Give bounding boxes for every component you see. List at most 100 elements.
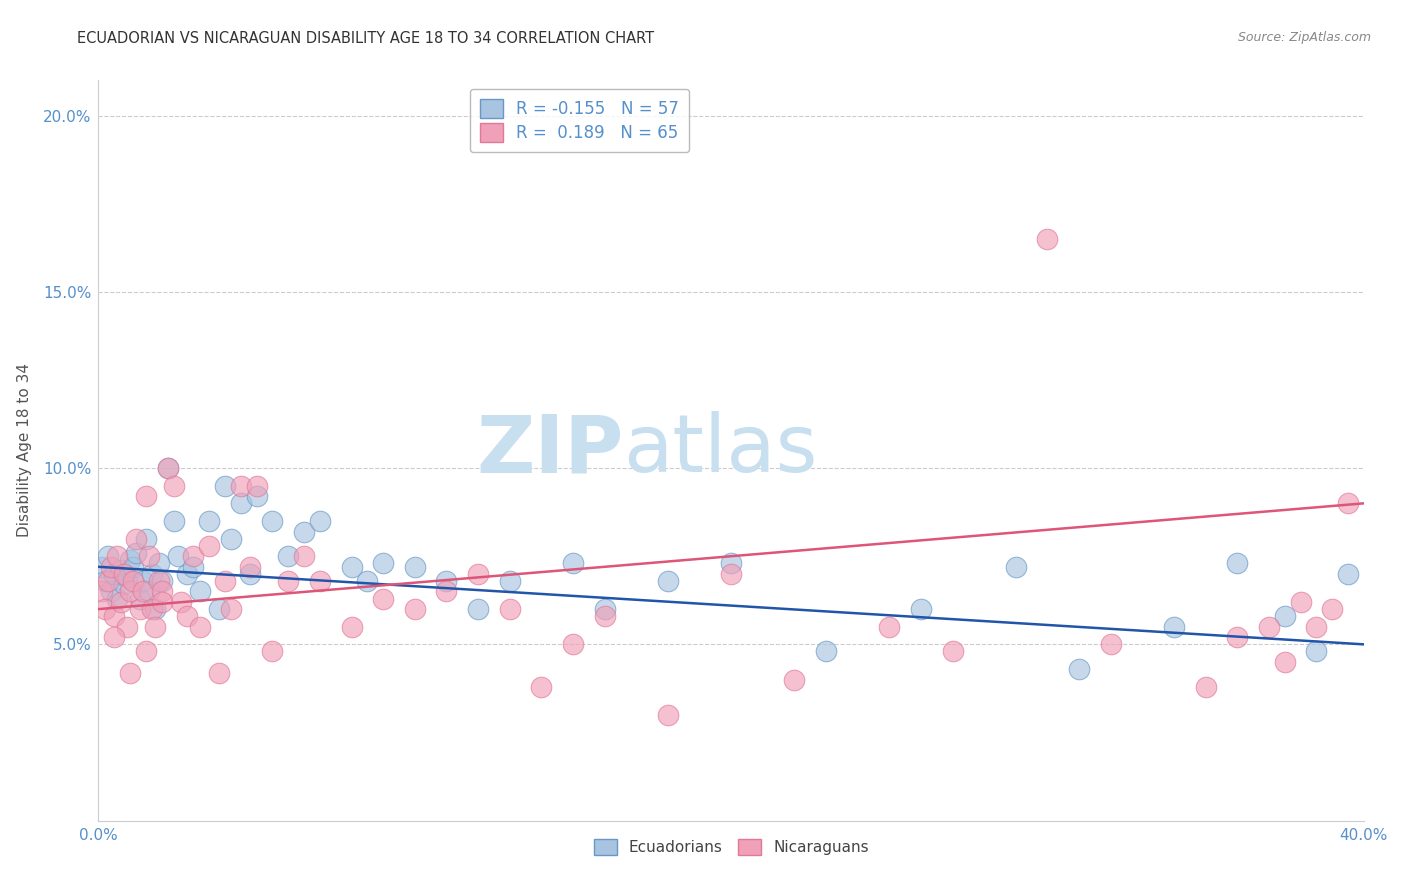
Point (720, 556, 742, 570)
Text: Source: ZipAtlas.com: Source: ZipAtlas.com (1237, 31, 1371, 45)
Point (145, 602, 166, 616)
Point (1305, 644, 1327, 658)
Point (176, 609, 198, 624)
Point (120, 665, 141, 680)
Point (169, 595, 191, 609)
Point (150, 574, 173, 588)
Point (145, 620, 166, 634)
Point (1194, 680, 1216, 694)
Point (229, 496, 252, 510)
Point (1337, 496, 1360, 510)
Point (1036, 232, 1059, 246)
Point (97, 549, 120, 564)
Point (135, 644, 157, 658)
Point (100, 584, 122, 599)
Point (107, 591, 129, 606)
Point (246, 479, 269, 493)
Point (112, 577, 135, 591)
Point (128, 602, 150, 616)
Point (1337, 566, 1360, 581)
Point (1099, 637, 1122, 651)
Point (309, 514, 332, 528)
Point (141, 566, 163, 581)
Point (183, 549, 205, 564)
Point (157, 461, 180, 475)
Point (157, 461, 180, 475)
Text: ECUADORIAN VS NICARAGUAN DISABILITY AGE 18 TO 34 CORRELATION CHART: ECUADORIAN VS NICARAGUAN DISABILITY AGE … (77, 31, 654, 46)
Point (90, 559, 112, 574)
Point (141, 602, 163, 616)
Point (198, 514, 221, 528)
Point (783, 673, 806, 687)
Point (103, 609, 125, 624)
Point (214, 479, 236, 493)
Point (176, 566, 198, 581)
Point (593, 602, 616, 616)
Text: ZIP: ZIP (477, 411, 623, 490)
Point (498, 574, 520, 588)
Point (208, 602, 231, 616)
Point (1274, 655, 1296, 669)
Point (262, 644, 284, 658)
Point (120, 584, 141, 599)
Point (103, 630, 125, 644)
Point (198, 539, 221, 553)
Point (292, 549, 315, 564)
Point (208, 665, 231, 680)
Point (942, 644, 965, 658)
Point (467, 602, 489, 616)
Point (122, 559, 145, 574)
Point (110, 595, 132, 609)
Point (371, 556, 394, 570)
Point (309, 574, 332, 588)
Point (467, 566, 489, 581)
Point (340, 559, 363, 574)
Point (122, 574, 145, 588)
Point (404, 559, 426, 574)
Point (120, 553, 141, 567)
Point (593, 609, 616, 624)
Point (125, 532, 148, 546)
Point (135, 532, 157, 546)
Point (219, 532, 243, 546)
Text: atlas: atlas (623, 411, 818, 490)
Point (148, 556, 170, 570)
Point (163, 514, 186, 528)
Point (340, 620, 363, 634)
Point (436, 574, 458, 588)
Point (93, 574, 117, 588)
Point (1274, 609, 1296, 624)
Point (150, 584, 173, 599)
Point (530, 680, 553, 694)
Point (138, 584, 160, 599)
Point (356, 574, 378, 588)
Point (132, 584, 155, 599)
Point (1163, 620, 1185, 634)
Point (183, 559, 205, 574)
Point (188, 620, 211, 634)
Point (657, 707, 679, 722)
Point (1067, 662, 1090, 676)
Point (135, 489, 157, 503)
Point (246, 489, 269, 503)
Point (107, 549, 129, 564)
Point (498, 602, 520, 616)
Point (1322, 602, 1344, 616)
Point (97, 574, 120, 588)
Point (188, 584, 211, 599)
Point (239, 566, 262, 581)
Point (100, 559, 122, 574)
Point (103, 566, 125, 581)
Point (561, 556, 585, 570)
Legend: Ecuadorians, Nicaraguans: Ecuadorians, Nicaraguans (588, 833, 875, 861)
Point (90, 584, 112, 599)
Point (277, 549, 299, 564)
Point (115, 570, 138, 584)
Y-axis label: Disability Age 18 to 34: Disability Age 18 to 34 (17, 363, 32, 538)
Point (1226, 630, 1249, 644)
Point (110, 563, 132, 577)
Point (277, 574, 299, 588)
Point (229, 479, 252, 493)
Point (1226, 556, 1249, 570)
Point (1289, 595, 1312, 609)
